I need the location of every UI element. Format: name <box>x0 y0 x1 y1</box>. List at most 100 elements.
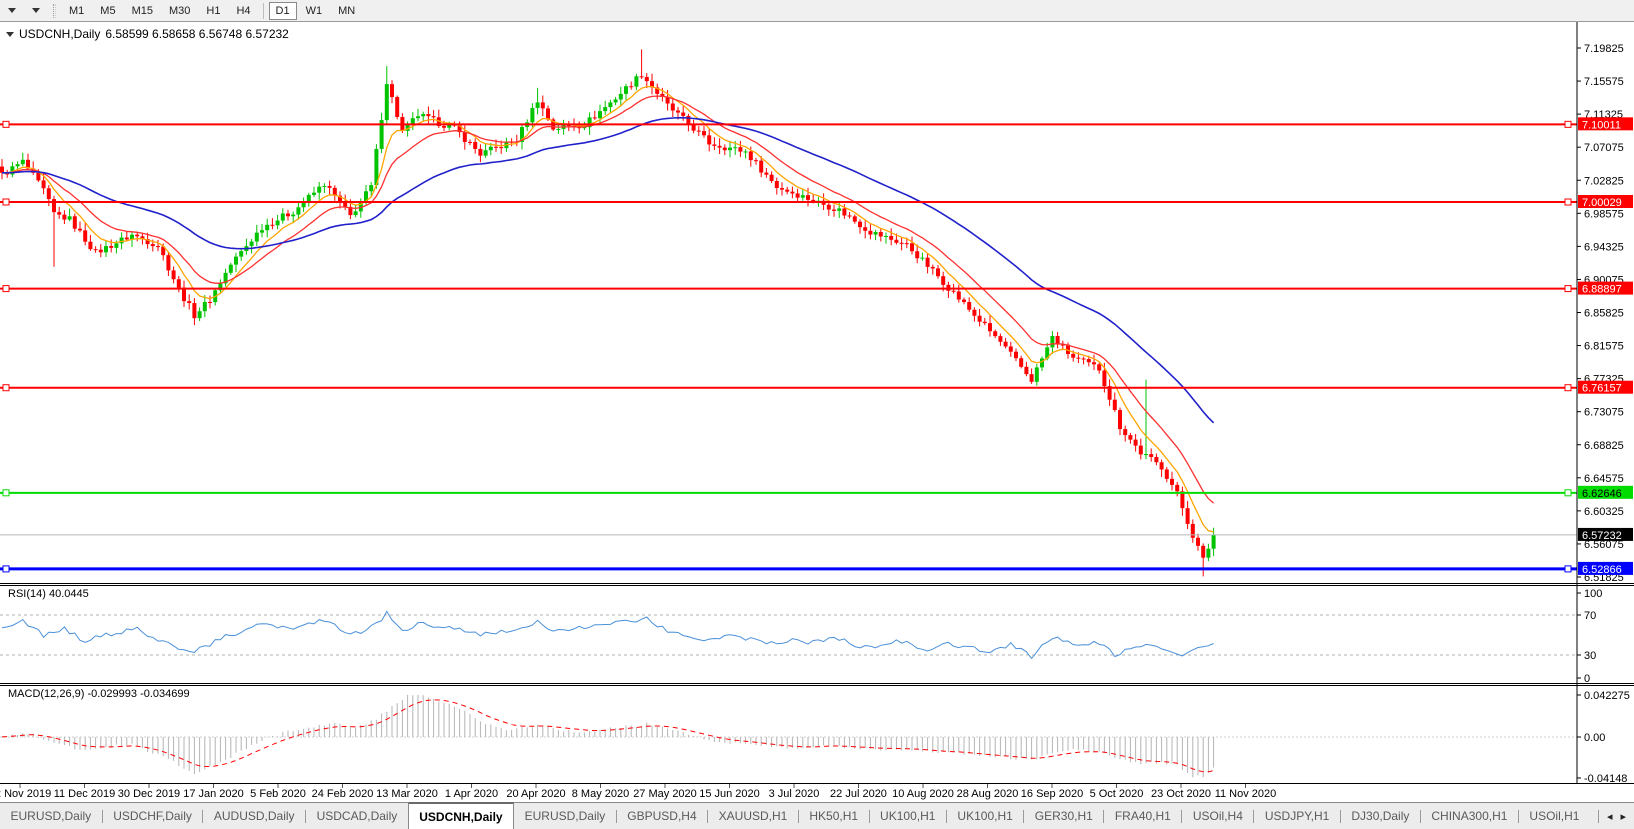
chart-menu-dropdown-icon[interactable] <box>1 2 23 20</box>
chart-tab-bar: EURUSD,Daily USDCHF,Daily AUDUSD,Daily USDC… <box>0 802 1634 829</box>
timeframe-button-D1[interactable]: D1 <box>268 1 297 20</box>
macd-indicator-label: MACD(12,26,9) -0.029993 -0.034699 <box>8 688 190 700</box>
hline-handle[interactable] <box>1564 384 1572 392</box>
tab-separator <box>101 809 103 823</box>
svg-text:3 Jul 2020: 3 Jul 2020 <box>769 788 820 800</box>
toolbar-options-dropdown-icon[interactable] <box>25 2 47 20</box>
svg-text:7.10011: 7.10011 <box>1582 119 1621 131</box>
hline-handle[interactable] <box>2 198 10 206</box>
tab-separator <box>797 809 799 823</box>
svg-text:28 Aug 2020: 28 Aug 2020 <box>957 788 1019 800</box>
svg-text:15 Jun 2020: 15 Jun 2020 <box>699 788 760 800</box>
timeframe-button-M15[interactable]: M15 <box>131 4 153 17</box>
svg-text:6.64575: 6.64575 <box>1584 473 1624 485</box>
hline-handle[interactable] <box>1564 285 1572 293</box>
svg-text:7.00029: 7.00029 <box>1582 197 1622 209</box>
chart-tab-HK50-H1[interactable]: HK50,H1 <box>809 809 859 823</box>
svg-text:6.68825: 6.68825 <box>1584 440 1624 452</box>
timeframe-button-M5[interactable]: M5 <box>100 4 116 17</box>
tab-separator <box>868 809 870 823</box>
chart-tab-USDCNH-Daily[interactable]: USDCNH,Daily <box>407 802 515 829</box>
tab-separator <box>1103 809 1105 823</box>
chart-tab-USDJPY-H1[interactable]: USDJPY,H1 <box>1264 809 1330 823</box>
chart-tab-CHINA300-H1[interactable]: CHINA300,H1 <box>1431 809 1508 823</box>
timeframe-button-MN[interactable]: MN <box>338 4 356 17</box>
toolbar-grip[interactable] <box>53 3 56 18</box>
chart-tab-USDCAD-Daily[interactable]: USDCAD,Daily <box>316 809 398 823</box>
horizontal-level-lines[interactable]: 7.10011 7.00029 6.88897 6.76157 6.62646 6.528… <box>0 117 1633 576</box>
hline-handle[interactable] <box>2 285 10 293</box>
tab-separator <box>1517 809 1519 823</box>
tabs-scroll-right-icon[interactable]: ▸ <box>1620 810 1626 823</box>
svg-text:11 Dec 2019: 11 Dec 2019 <box>54 788 116 800</box>
chart-tab-USOil-H4[interactable]: USOil,H4 <box>1192 809 1243 823</box>
svg-text:6.62646: 6.62646 <box>1582 488 1622 500</box>
svg-text:6.85825: 6.85825 <box>1584 308 1624 320</box>
hline-handle[interactable] <box>2 384 10 392</box>
svg-text:16 Sep 2020: 16 Sep 2020 <box>1021 788 1083 800</box>
chart-tab-USOil-H1[interactable]: USOil,H1 <box>1529 809 1580 823</box>
chart-tab-GBPUSD-H4[interactable]: GBPUSD,H4 <box>627 809 697 823</box>
chart-tab-UK100-H1[interactable]: UK100,H1 <box>880 809 936 823</box>
svg-text:13 Mar 2020: 13 Mar 2020 <box>376 788 438 800</box>
tab-separator <box>202 809 204 823</box>
chart-tab-UK100-H1[interactable]: UK100,H1 <box>957 809 1013 823</box>
hline-handle[interactable] <box>1564 489 1572 497</box>
tab-separator <box>305 809 307 823</box>
svg-text:7.02825: 7.02825 <box>1584 175 1624 187</box>
timeframe-button-M1[interactable]: M1 <box>69 4 85 17</box>
svg-text:30 Dec 2019: 30 Dec 2019 <box>118 788 180 800</box>
svg-text:30: 30 <box>1584 650 1596 662</box>
hline-handle[interactable] <box>2 120 10 128</box>
svg-text:8 May 2020: 8 May 2020 <box>572 788 629 800</box>
chart-tab-FRA40-H1[interactable]: FRA40,H1 <box>1114 809 1171 823</box>
svg-text:6.76157: 6.76157 <box>1582 383 1622 395</box>
svg-text:6.73075: 6.73075 <box>1584 407 1624 419</box>
tab-separator <box>1419 809 1421 823</box>
hline-handle[interactable] <box>1564 565 1572 573</box>
chart-tab-USDCHF-Daily[interactable]: USDCHF,Daily <box>113 809 192 823</box>
chart-symbol: USDCNH,Daily <box>19 27 101 41</box>
svg-text:1 Apr 2020: 1 Apr 2020 <box>445 788 498 800</box>
tab-separator <box>945 809 947 823</box>
collapse-indicator-icon <box>6 31 14 37</box>
price-axis[interactable]: 7.198257.155757.113257.070757.028256.985… <box>1577 43 1624 584</box>
macd-panel[interactable]: 0.042275 0.00 -0.04148 <box>0 690 1630 785</box>
tab-separator <box>707 809 709 823</box>
svg-text:0.00: 0.00 <box>1584 732 1605 744</box>
chart-title: USDCNH,Daily 6.58599 6.58658 6.56748 6.5… <box>6 27 289 41</box>
svg-text:0.042275: 0.042275 <box>1584 690 1630 702</box>
svg-text:5 Oct 2020: 5 Oct 2020 <box>1090 788 1144 800</box>
svg-text:11 Nov 2020: 11 Nov 2020 <box>1215 788 1277 800</box>
timeframe-button-M30[interactable]: M30 <box>168 4 191 17</box>
tab-separator <box>1023 809 1025 823</box>
timeframe-button-H1[interactable]: H1 <box>206 4 221 17</box>
timeframe-button-H4[interactable]: H4 <box>236 4 251 17</box>
tab-separator <box>1253 809 1255 823</box>
chart-tab-DJ30-Daily[interactable]: DJ30,Daily <box>1351 809 1410 823</box>
rsi-panel[interactable]: 100 70 30 0 <box>0 588 1602 685</box>
chart-tab-XAUUSD-H1[interactable]: XAUUSD,H1 <box>718 809 788 823</box>
hline-handle[interactable] <box>1564 120 1572 128</box>
svg-text:17 Jan 2020: 17 Jan 2020 <box>183 788 244 800</box>
timeframe-button-W1[interactable]: W1 <box>305 4 323 17</box>
chart-tab-EURUSD-Daily[interactable]: EURUSD,Daily <box>524 809 606 823</box>
hline-handle[interactable] <box>2 565 10 573</box>
hline-handle[interactable] <box>2 489 10 497</box>
svg-text:6.56075: 6.56075 <box>1584 539 1624 551</box>
tab-separator <box>1181 809 1183 823</box>
svg-text:7.15575: 7.15575 <box>1584 76 1624 88</box>
chart-tab-GER30-H1[interactable]: GER30,H1 <box>1034 809 1093 823</box>
moving-average-45 <box>2 116 1215 424</box>
chart-tab-EURUSD-Daily[interactable]: EURUSD,Daily <box>10 809 92 823</box>
svg-text:6.57232: 6.57232 <box>1582 530 1622 542</box>
svg-text:6.51825: 6.51825 <box>1584 572 1624 584</box>
tabs-scroll-left-icon[interactable]: ◂ <box>1606 810 1613 823</box>
svg-text:27 May 2020: 27 May 2020 <box>633 788 697 800</box>
svg-text:100: 100 <box>1584 588 1602 600</box>
chart-tab-AUDUSD-Daily[interactable]: AUDUSD,Daily <box>213 809 295 823</box>
svg-text:6.94325: 6.94325 <box>1584 241 1624 253</box>
hline-handle[interactable] <box>1564 198 1572 206</box>
tab-separator <box>615 809 617 823</box>
